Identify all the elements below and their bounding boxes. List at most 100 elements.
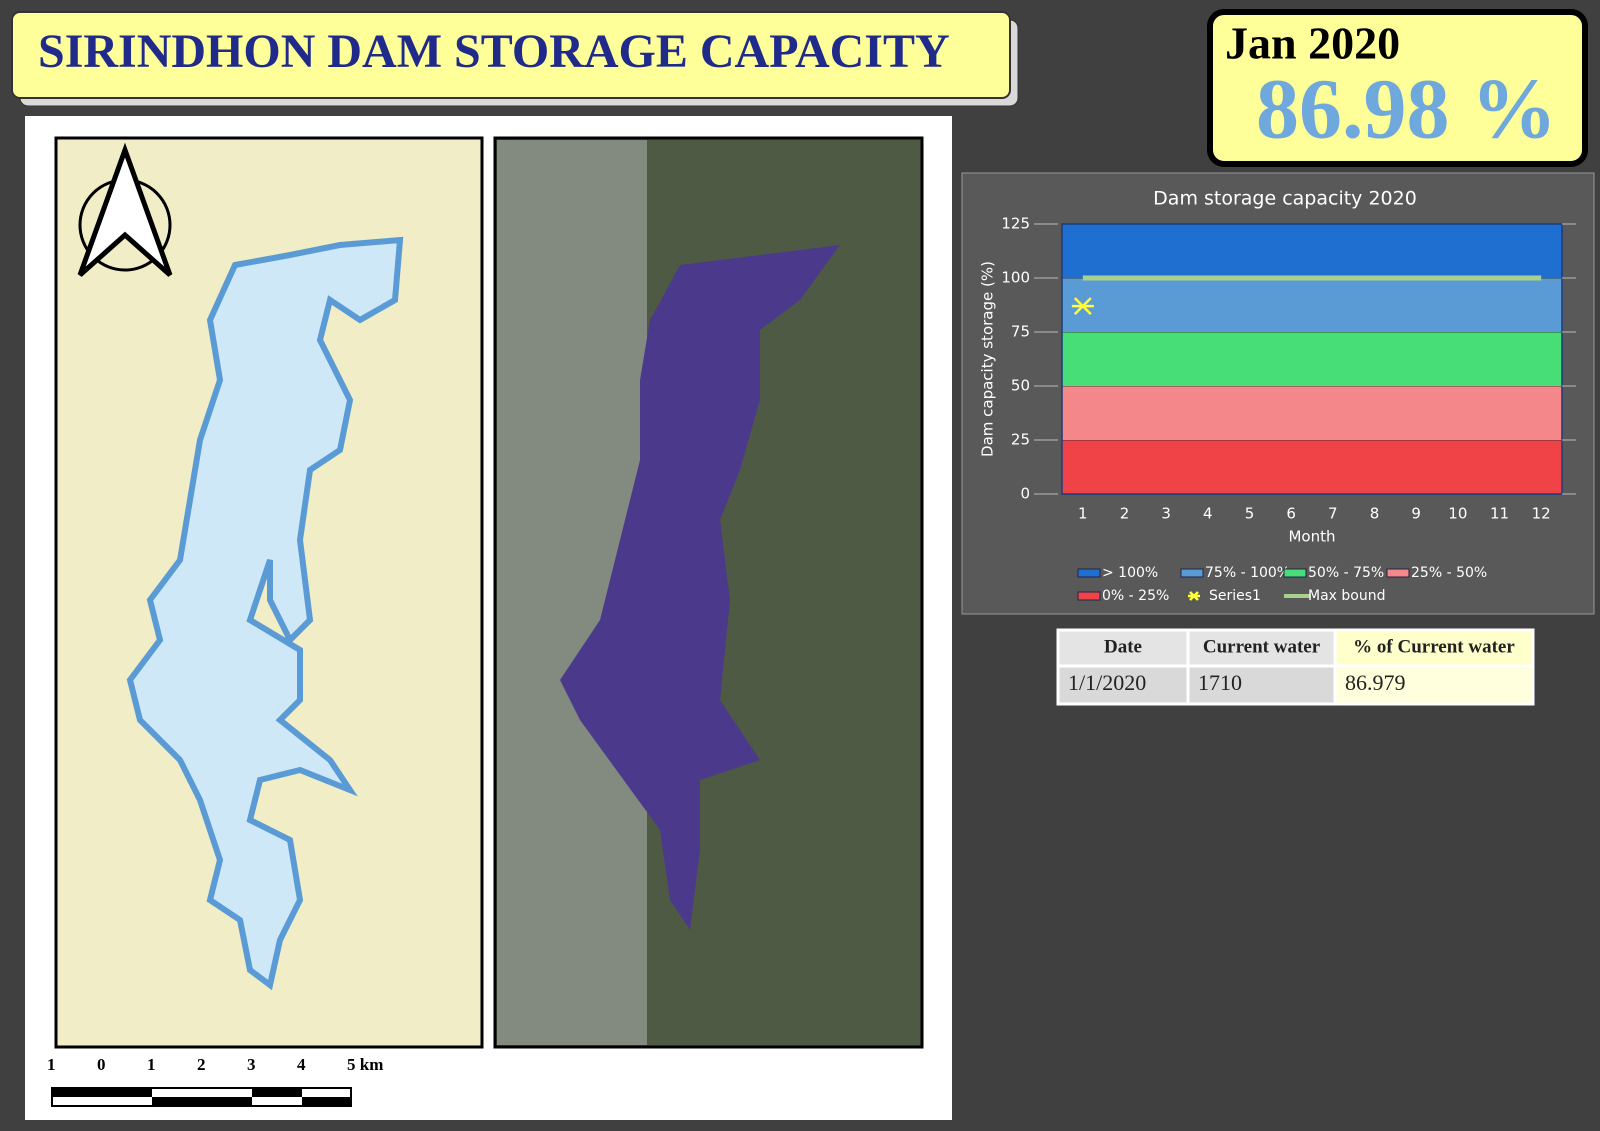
band-segment xyxy=(1520,440,1563,494)
table-cell xyxy=(1333,628,1535,668)
band-segment xyxy=(1478,440,1521,494)
x-tick-label: 12 xyxy=(1532,505,1551,523)
x-tick-label: 9 xyxy=(1411,505,1421,523)
band-segment xyxy=(1395,332,1438,386)
table-cell xyxy=(1333,664,1535,706)
band-segment xyxy=(1187,224,1230,278)
legend-swatch xyxy=(1188,591,1200,601)
band-segment xyxy=(1103,224,1146,278)
legend-swatch xyxy=(1077,568,1101,578)
band-segment xyxy=(1395,224,1438,278)
y-tick-label: 100 xyxy=(1001,269,1030,287)
band-segment xyxy=(1520,278,1563,332)
band-segment xyxy=(1395,440,1438,494)
band-segment xyxy=(1270,278,1313,332)
legend-swatch xyxy=(1283,568,1307,578)
band-segment xyxy=(1103,440,1146,494)
band-segment xyxy=(1395,278,1438,332)
band-segment xyxy=(1478,386,1521,440)
band-segment xyxy=(1520,332,1563,386)
legend-label: Max bound xyxy=(1308,588,1385,604)
table-cell xyxy=(1056,628,1190,668)
scale-label: 1 xyxy=(47,1055,56,1074)
table-cell xyxy=(1186,628,1337,668)
legend-label: 25% - 50% xyxy=(1411,565,1487,581)
x-tick-label: 2 xyxy=(1120,505,1130,523)
band-segment xyxy=(1437,278,1480,332)
legend-label: 50% - 75% xyxy=(1308,565,1384,581)
scale-bar xyxy=(51,1087,352,1107)
x-tick-label: 8 xyxy=(1370,505,1380,523)
legend-label: 75% - 100% xyxy=(1205,565,1290,581)
table-header: Current water xyxy=(1203,636,1321,657)
y-tick-label: 125 xyxy=(1001,215,1030,233)
scale-label: 2 xyxy=(197,1055,206,1074)
band-segment xyxy=(1312,224,1355,278)
band-segment xyxy=(1145,386,1188,440)
band-segment xyxy=(1062,224,1105,278)
band-segment xyxy=(1478,224,1521,278)
legend-label: Series1 xyxy=(1209,588,1261,604)
band-segment xyxy=(1062,440,1105,494)
band-segment xyxy=(1270,386,1313,440)
band-segment xyxy=(1520,386,1563,440)
x-tick-label: 1 xyxy=(1078,505,1088,523)
title-box xyxy=(11,11,1011,99)
legend-swatch xyxy=(1077,591,1101,601)
legend-label: 0% - 25% xyxy=(1102,588,1169,604)
scale-label: 5 km xyxy=(347,1055,383,1074)
band-segment xyxy=(1187,440,1230,494)
scale-label: 3 xyxy=(247,1055,256,1074)
band-segment xyxy=(1145,440,1188,494)
x-tick-label: 3 xyxy=(1161,505,1171,523)
band-segment xyxy=(1395,386,1438,440)
band-segment xyxy=(1353,224,1396,278)
band-segment xyxy=(1312,332,1355,386)
band-segment xyxy=(1270,332,1313,386)
reservoir-outline xyxy=(126,236,404,991)
band-segment xyxy=(1270,224,1313,278)
band-segment xyxy=(1353,386,1396,440)
band-segment xyxy=(1062,386,1105,440)
band-segment xyxy=(1062,332,1105,386)
scale-label: 1 xyxy=(147,1055,156,1074)
band-segment xyxy=(1437,332,1480,386)
band-segment xyxy=(1478,332,1521,386)
band-segment xyxy=(1437,224,1480,278)
x-tick-label: 11 xyxy=(1490,505,1509,523)
band-segment xyxy=(1228,224,1271,278)
y-axis-title: Dam capacity storage (%) xyxy=(979,261,997,457)
band-segment xyxy=(1103,386,1146,440)
band-segment xyxy=(1353,440,1396,494)
band-segment xyxy=(1270,440,1313,494)
data-table: Date Current water % of Current water 1/1/2… xyxy=(1056,628,1535,706)
table-header: Date xyxy=(1104,636,1142,657)
x-tick-label: 7 xyxy=(1328,505,1338,523)
band-segment xyxy=(1145,278,1188,332)
band-segment xyxy=(1437,386,1480,440)
y-tick-label: 75 xyxy=(1011,323,1030,341)
table-value: 1/1/2020 xyxy=(1068,670,1146,695)
north-arrow xyxy=(77,142,173,277)
x-tick-label: 5 xyxy=(1245,505,1255,523)
band-segment xyxy=(1520,224,1563,278)
band-segment xyxy=(1478,278,1521,332)
band-segment xyxy=(1437,440,1480,494)
data-point xyxy=(1071,297,1094,316)
band-segment xyxy=(1187,332,1230,386)
status-date: Jan 2020 xyxy=(1225,18,1400,69)
status-box xyxy=(1207,9,1588,167)
scale-labels: 1 0 1 2 3 4 5 km xyxy=(47,1055,383,1074)
satellite-reservoir xyxy=(560,245,840,930)
band-segment xyxy=(1353,332,1396,386)
band-segment xyxy=(1228,332,1271,386)
plot-border xyxy=(1061,223,1563,495)
x-axis-title: Month xyxy=(1288,528,1335,546)
scale-label: 0 xyxy=(97,1055,106,1074)
band-segment xyxy=(1145,224,1188,278)
page-title: SIRINDHON DAM STORAGE CAPACITY xyxy=(38,25,950,78)
band-segment xyxy=(1187,386,1230,440)
y-tick-label: 0 xyxy=(1020,485,1030,503)
